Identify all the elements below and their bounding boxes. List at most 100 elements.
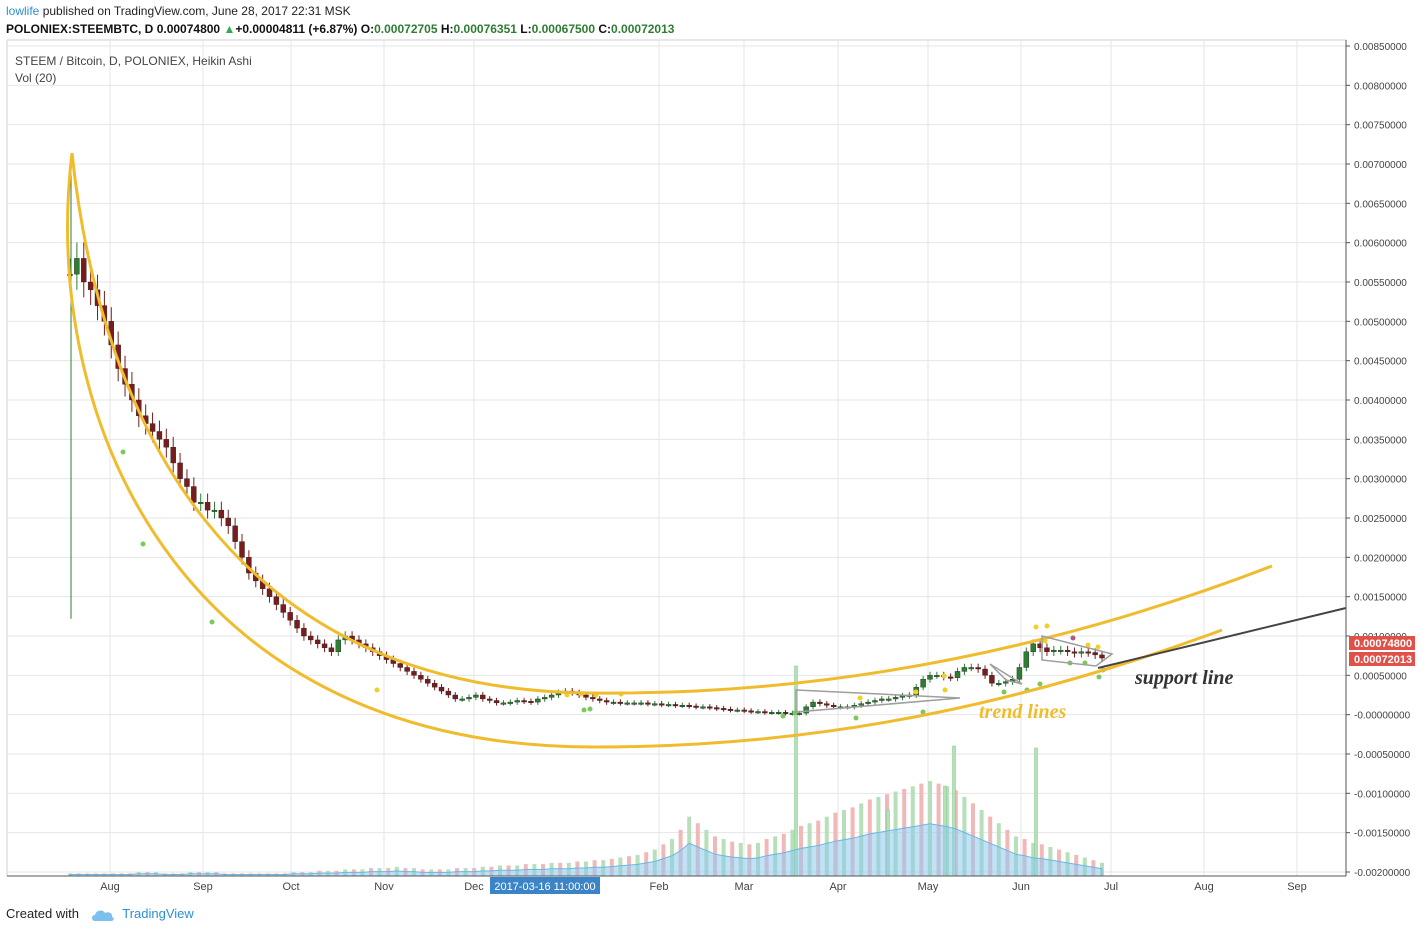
buy-signal-dot (587, 706, 593, 712)
candle-body (232, 525, 238, 542)
buy-signal-dot (780, 713, 786, 719)
candle-body (865, 701, 871, 704)
close-price-tag: 0.00072013 (1349, 652, 1415, 666)
price-tick-label: 0.00850000 (1354, 42, 1407, 53)
candle-body (879, 698, 885, 701)
candle-body (397, 663, 403, 668)
candle-body (445, 690, 452, 696)
candle-body (335, 639, 342, 652)
candle-body (693, 705, 699, 708)
candle-body (755, 711, 761, 714)
support-line (1097, 607, 1347, 669)
candle-body (769, 712, 775, 715)
buy-signal-dot (209, 619, 215, 625)
price-tick-label: 0.00150000 (1354, 593, 1407, 604)
time-tick-label: Feb (650, 881, 669, 893)
buy-signal-dot (853, 715, 859, 721)
time-tick-label: Jun (1012, 881, 1030, 893)
candle-body (830, 705, 837, 708)
price-axis[interactable]: 0.00850000 0.00800000 0.00750000 0.00700000… (1345, 40, 1411, 879)
candle-body (500, 702, 507, 705)
author-link[interactable]: lowlife (6, 4, 40, 18)
candle-body (81, 258, 87, 283)
triangle-pattern-1 (795, 689, 961, 713)
candle-body (638, 702, 644, 705)
tradingview-cloud-icon (91, 910, 114, 921)
buy-signal-dot (120, 449, 126, 455)
candle-body (1092, 652, 1098, 656)
candle-body (858, 703, 864, 706)
candle-body (225, 517, 231, 527)
candle-body (177, 462, 183, 479)
candle-body (700, 706, 706, 709)
lower-arc (66, 152, 1223, 749)
candle-body (431, 683, 438, 688)
time-tick-label: Dec (464, 881, 484, 893)
time-tick-label: Aug (100, 881, 120, 893)
candle-body (665, 704, 672, 707)
sell-signal-dot (1044, 623, 1050, 629)
candle-body (466, 697, 472, 700)
candle-body (328, 647, 335, 652)
sell-signal-dot (913, 689, 919, 695)
candle-body (872, 700, 878, 703)
candle-body (163, 439, 170, 448)
candle-body (817, 701, 823, 704)
candle-body (645, 702, 651, 705)
candle-body (824, 703, 830, 706)
price-tick-label: 0.00750000 (1354, 121, 1407, 132)
price-tick-label: -0.00100000 (1354, 789, 1411, 800)
candle-body (1016, 667, 1023, 680)
candle-body (803, 706, 809, 714)
candle-body (652, 703, 658, 706)
candle-body (314, 639, 321, 645)
candle-body (748, 710, 754, 713)
candle-body (548, 694, 555, 698)
candle-body (1044, 647, 1050, 652)
candle-body (989, 675, 995, 684)
tradingview-link[interactable]: TradingView (122, 906, 194, 921)
candle-body (535, 698, 541, 703)
triangle-pattern-2 (989, 663, 1023, 685)
volume-spike (1034, 747, 1038, 877)
candle-body (308, 635, 314, 641)
price-tick-label: 0.00200000 (1354, 553, 1407, 564)
time-axis[interactable]: Aug Sep Oct Nov Dec 2017-03-16 11:00:00 Feb Mar… (7, 875, 1346, 894)
footer: Created with TradingView (6, 906, 194, 922)
upper-arc (70, 152, 1273, 695)
candle-body (796, 712, 802, 715)
candle-body (1030, 643, 1036, 652)
candle-body (686, 705, 692, 707)
chart-legend-volume: Vol (20) (15, 71, 56, 85)
candle-body (727, 708, 734, 711)
candle-body (624, 702, 630, 705)
buy-signal-dot (1096, 674, 1102, 680)
time-tick-label: Mar (735, 881, 754, 893)
candle-body (294, 620, 300, 629)
time-tick-label: Sep (1287, 881, 1307, 893)
candle-body (975, 667, 981, 670)
candle-body (741, 709, 747, 712)
candle-body (610, 701, 617, 704)
candle-body (211, 509, 218, 512)
high-value: 0.00076351 (453, 22, 517, 36)
candles (67, 156, 1105, 716)
price-tick-label: 0.00050000 (1354, 671, 1407, 682)
sell-signal-dot (374, 687, 380, 693)
candle-body (899, 695, 906, 698)
candle-body (321, 643, 328, 648)
candle-body (74, 258, 80, 275)
candle-body (493, 700, 500, 704)
candle-body (480, 694, 486, 700)
candle-body (603, 700, 610, 703)
candle-body (301, 627, 307, 637)
candle-body (452, 694, 458, 700)
candle-body (968, 667, 974, 670)
candle-body (920, 679, 926, 688)
candle-body (1099, 654, 1105, 659)
sell-signal-dot (941, 673, 947, 679)
time-tick-label: Aug (1194, 881, 1214, 893)
candle-body (473, 694, 479, 698)
time-tick-label: Apr (829, 881, 846, 893)
